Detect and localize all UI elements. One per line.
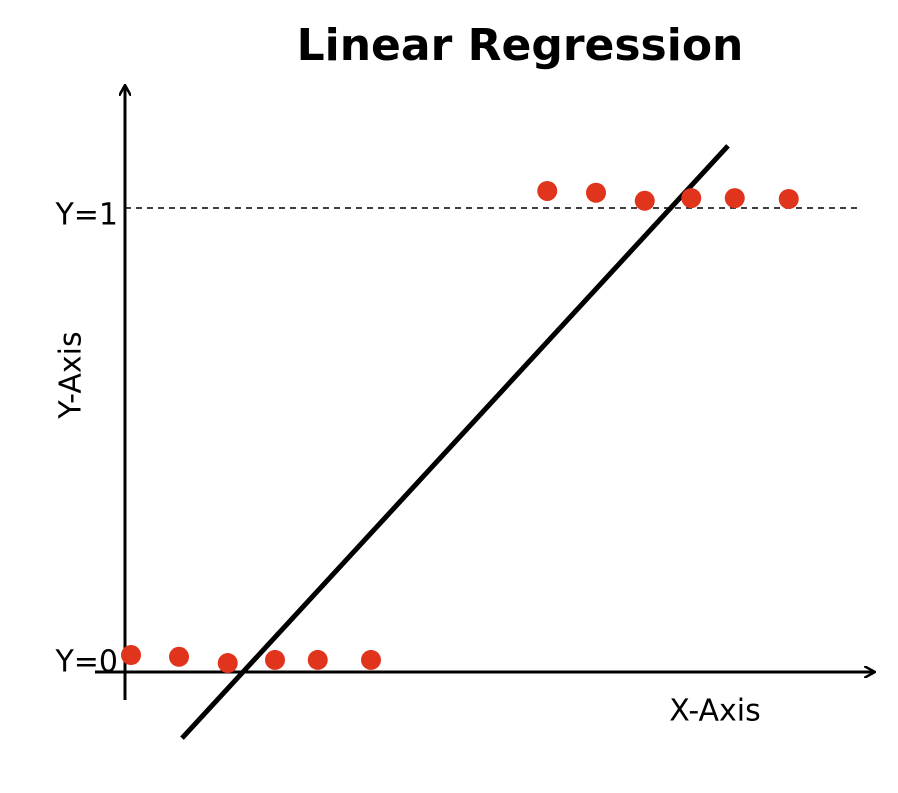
data-point	[307, 649, 328, 670]
data-point	[634, 190, 655, 211]
data-point	[586, 182, 606, 203]
data-point	[265, 649, 285, 670]
data-point	[169, 646, 189, 667]
data-point	[778, 189, 799, 210]
y-tick-label: Y=0	[54, 645, 118, 680]
x-axis-label: X-Axis	[669, 694, 760, 729]
y-tick-label: Y=1	[54, 197, 118, 232]
y-axis-label: Y-Axis	[54, 331, 89, 419]
data-point	[681, 188, 702, 209]
chart-title: Linear Regression	[297, 20, 744, 71]
data-point	[217, 653, 238, 674]
data-point	[724, 188, 745, 209]
data-point	[361, 649, 381, 670]
data-point	[537, 180, 558, 201]
regression-line	[180, 144, 730, 740]
data-point	[121, 645, 141, 666]
